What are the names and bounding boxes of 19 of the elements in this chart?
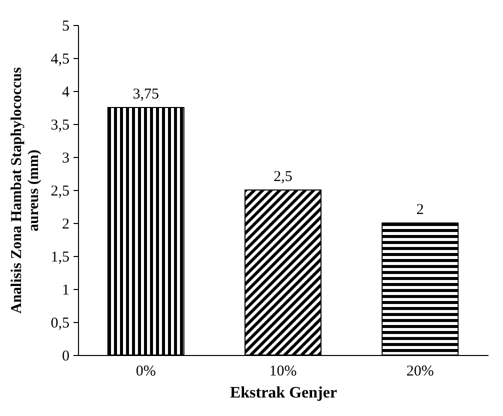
y-tick-label: 2,5 <box>50 184 70 200</box>
data-label: 3,75 <box>132 86 159 102</box>
y-tick-label: 1,5 <box>50 250 70 266</box>
y-tick-label: 4 <box>62 84 70 100</box>
x-tick-label: 10% <box>269 364 297 380</box>
y-tick-label: 3,5 <box>50 118 70 134</box>
x-tick-label: 0% <box>136 364 156 380</box>
x-tick-label: 20% <box>406 364 434 380</box>
y-tick-label: 2 <box>62 216 70 232</box>
y-tick-label: 0 <box>62 348 70 364</box>
data-label: 2 <box>416 202 424 218</box>
y-tick-label: 3 <box>62 150 70 166</box>
y-axis-title: Analisis Zona Hambat Staphylococcus aureus (mm) <box>8 67 42 314</box>
x-axis-title: Ekstrak Genjer <box>230 384 338 402</box>
y-tick-label: 5 <box>62 18 70 34</box>
y-tick-label: 0,5 <box>50 316 70 332</box>
y-tick-label: 4,5 <box>50 52 70 68</box>
data-label: 2,5 <box>274 169 292 185</box>
y-tick-label: 1 <box>62 282 70 298</box>
